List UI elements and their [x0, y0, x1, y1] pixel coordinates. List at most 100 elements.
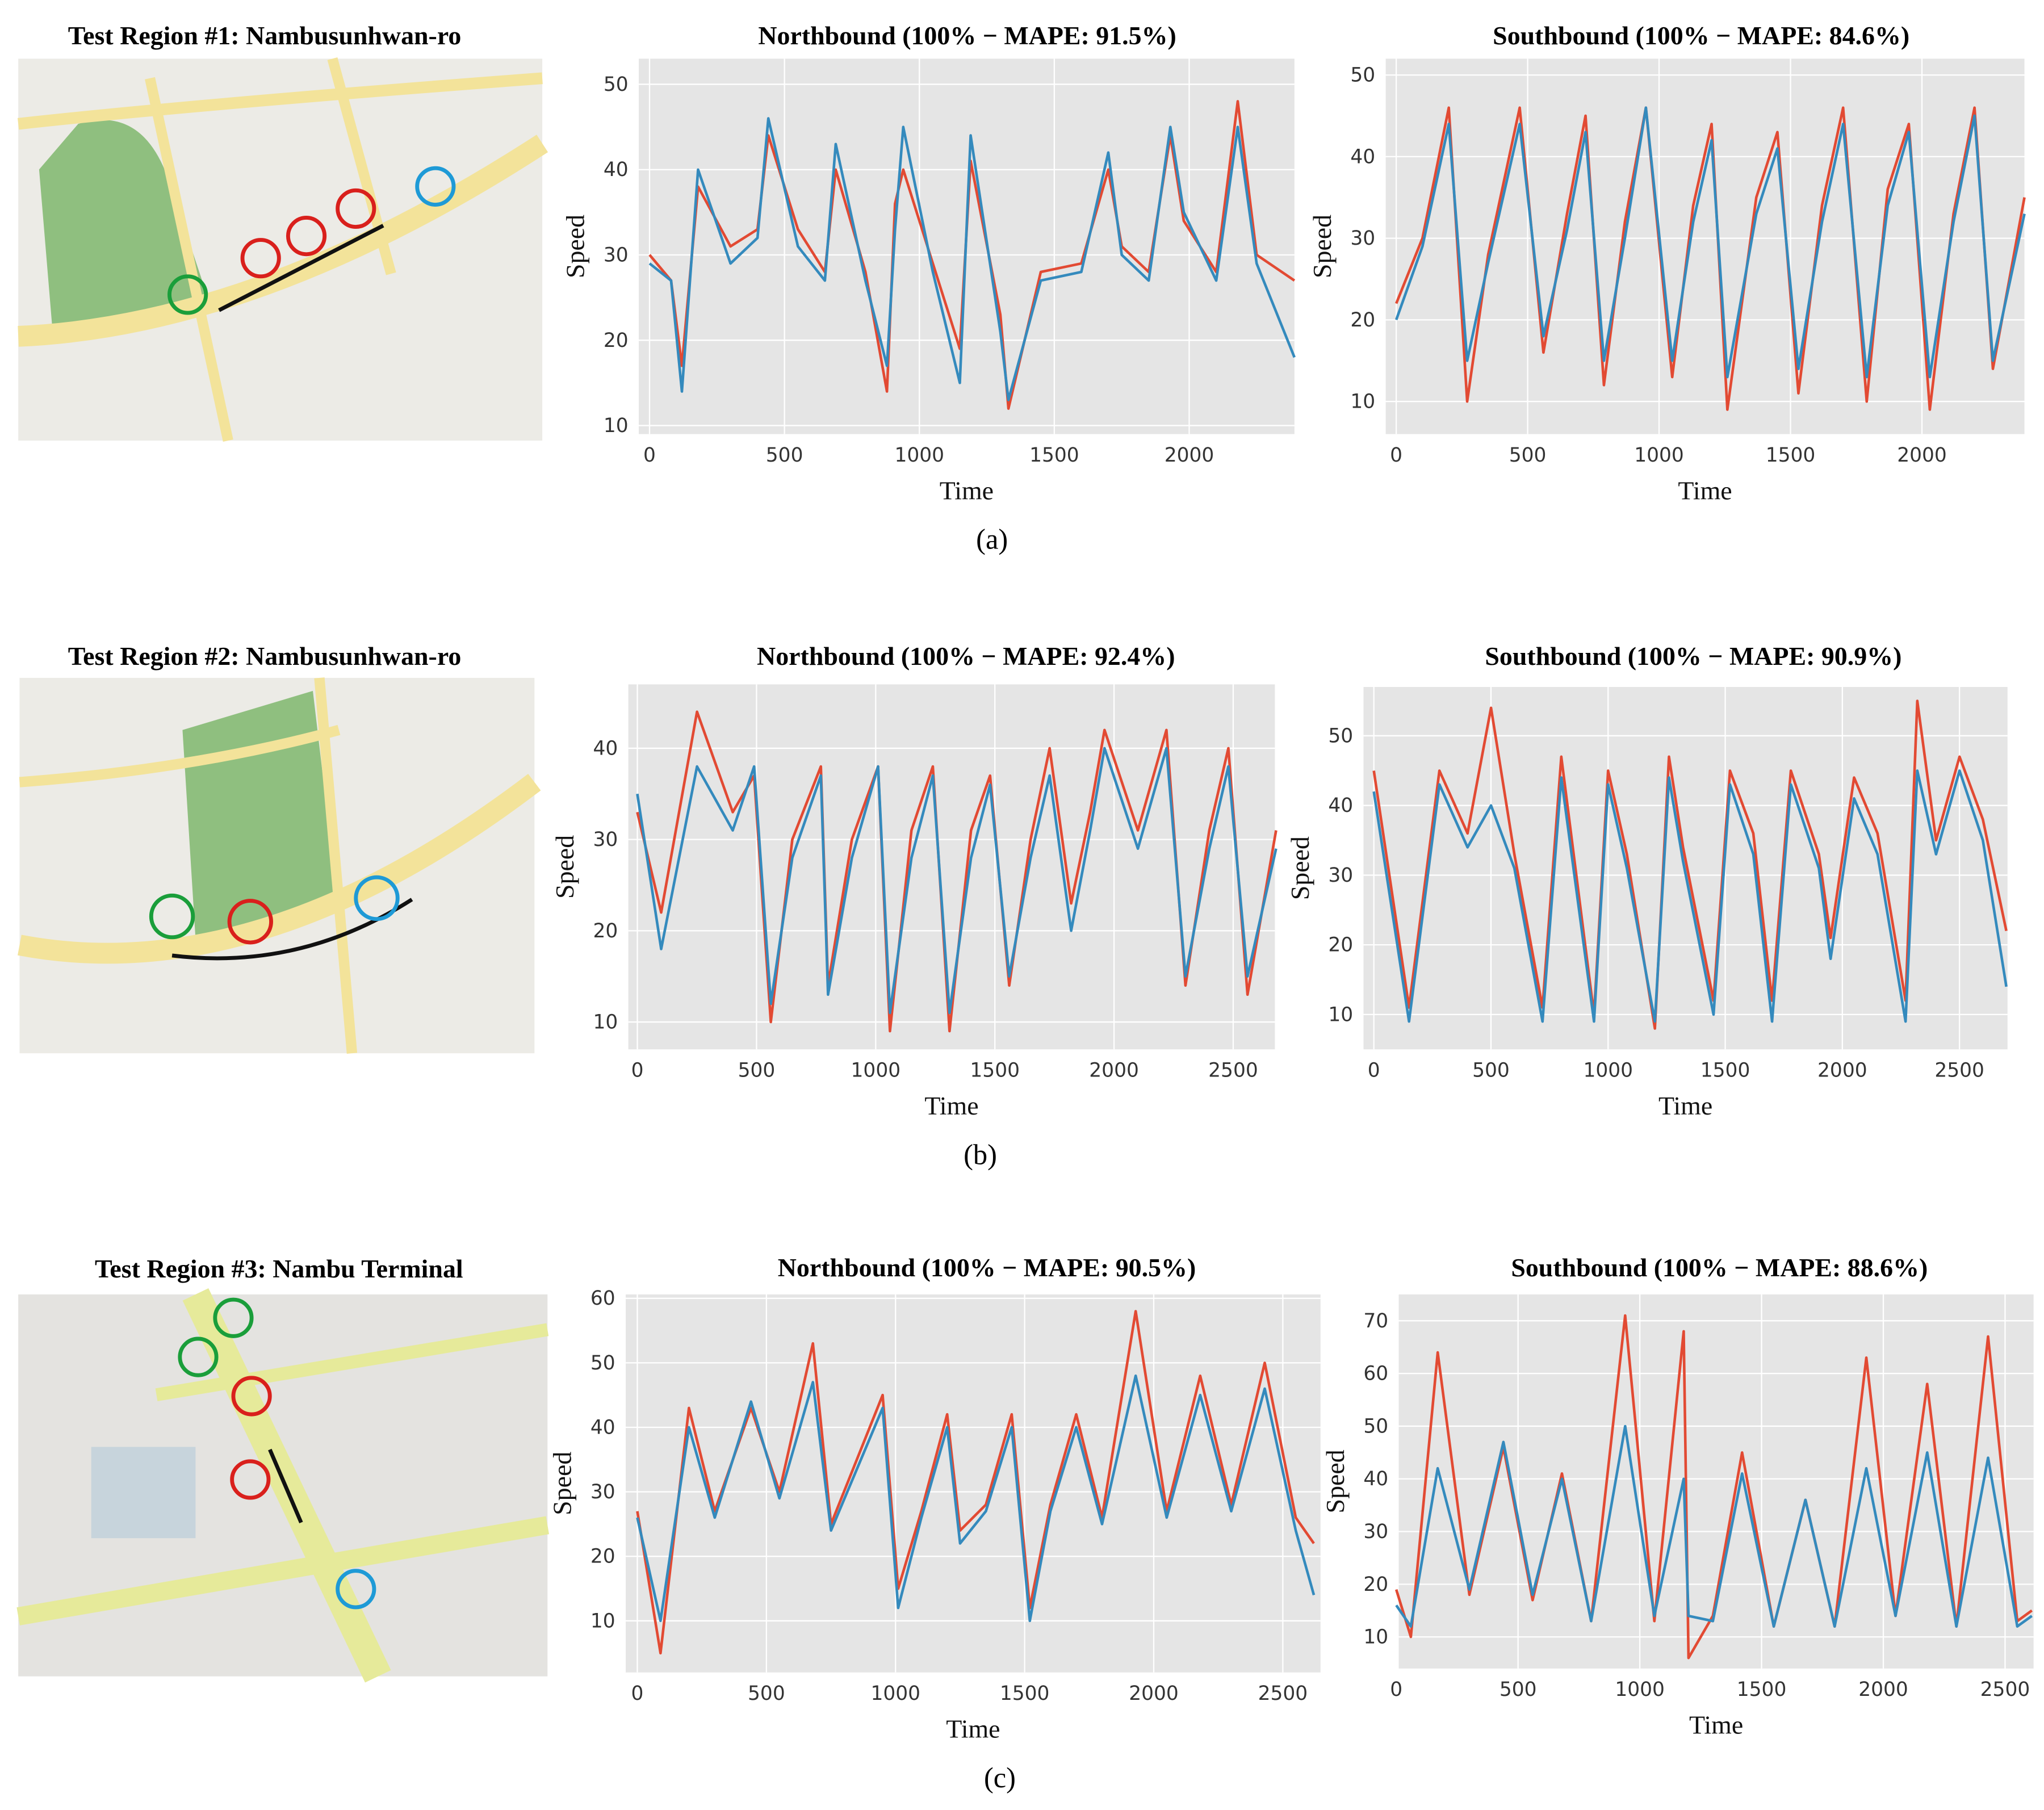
y-axis-label: Speed [1321, 1449, 1350, 1513]
chart-title: Northbound (100% − MAPE: 92.4%) [757, 642, 1175, 671]
x-tick-label: 2500 [1934, 1059, 1984, 1082]
x-tick-label: 2000 [1817, 1059, 1867, 1082]
y-tick-label: 40 [590, 1416, 615, 1439]
y-axis-label: Speed [548, 1452, 577, 1515]
x-tick-label: 1500 [1029, 444, 1079, 467]
x-tick-label: 1500 [970, 1059, 1020, 1082]
y-tick-label: 20 [593, 920, 618, 942]
x-tick-label: 500 [1472, 1059, 1510, 1082]
y-tick-label: 40 [593, 737, 618, 760]
map-title: Test Region #1: Nambusunhwan-ro [68, 21, 462, 50]
x-tick-label: 1500 [1700, 1059, 1750, 1082]
x-tick-label: 2000 [1165, 444, 1214, 467]
y-tick-label: 40 [1363, 1468, 1388, 1490]
y-tick-label: 50 [604, 73, 629, 96]
map [18, 57, 548, 442]
map-title: Test Region #2: Nambusunhwan-ro [68, 642, 462, 671]
x-tick-label: 500 [766, 444, 803, 467]
y-tick-label: 20 [1350, 309, 1375, 332]
series-line [648, 117, 1296, 401]
x-tick-label: 500 [748, 1682, 785, 1705]
y-axis-label: Speed [1285, 836, 1314, 900]
x-tick-label: 2500 [1258, 1682, 1308, 1705]
y-tick-label: 10 [1363, 1626, 1388, 1649]
map [18, 677, 541, 1054]
x-axis-label: Time [1678, 476, 1732, 505]
y-tick-label: 40 [604, 158, 629, 181]
x-tick-label: 0 [1390, 1678, 1402, 1701]
chart-title: Northbound (100% − MAPE: 91.5%) [758, 21, 1176, 50]
x-tick-label: 1500 [1766, 444, 1816, 467]
y-axis-label: Speed [561, 215, 590, 278]
x-tick-label: 2000 [1129, 1682, 1179, 1705]
y-tick-label: 10 [593, 1011, 618, 1034]
x-tick-label: 500 [1509, 444, 1547, 467]
y-tick-label: 60 [1363, 1363, 1388, 1385]
x-tick-label: 0 [643, 444, 656, 467]
caption: (b) [964, 1138, 997, 1170]
x-tick-label: 1000 [870, 1682, 920, 1705]
y-axis-label: Speed [550, 835, 579, 899]
x-tick-label: 2000 [1858, 1678, 1908, 1701]
x-tick-label: 2500 [1980, 1678, 2030, 1701]
x-tick-label: 1000 [851, 1059, 901, 1082]
x-tick-label: 1500 [1737, 1678, 1787, 1701]
y-tick-label: 30 [1350, 227, 1375, 250]
x-tick-label: 0 [1368, 1059, 1380, 1082]
x-tick-label: 0 [631, 1059, 644, 1082]
chart-title: Southbound (100% − MAPE: 90.9%) [1485, 642, 1901, 671]
y-tick-label: 50 [1328, 724, 1353, 747]
y-tick-label: 10 [590, 1610, 615, 1632]
y-tick-label: 40 [1350, 145, 1375, 168]
x-tick-label: 2500 [1208, 1059, 1258, 1082]
plot-area [626, 1294, 1321, 1673]
x-tick-label: 1500 [1000, 1682, 1050, 1705]
chart-title: Southbound (100% − MAPE: 88.6%) [1511, 1253, 1928, 1282]
series-line [636, 747, 1278, 1015]
caption: (a) [976, 523, 1008, 555]
x-axis-label: Time [940, 476, 994, 505]
y-tick-label: 50 [1350, 64, 1375, 87]
y-tick-label: 70 [1363, 1310, 1388, 1333]
y-tick-label: 40 [1328, 794, 1353, 817]
series-line [1395, 1424, 2033, 1628]
y-tick-label: 30 [593, 828, 618, 851]
series-line [648, 100, 1296, 410]
x-axis-label: Time [924, 1091, 978, 1120]
y-axis-label: Speed [1308, 215, 1337, 278]
y-tick-label: 20 [1363, 1573, 1388, 1596]
y-tick-label: 10 [1328, 1003, 1353, 1026]
map-title: Test Region #3: Nambu Terminal [95, 1254, 463, 1283]
x-tick-label: 1000 [1583, 1059, 1633, 1082]
y-tick-label: 20 [1328, 934, 1353, 957]
x-tick-label: 0 [1390, 444, 1402, 467]
series-line [1372, 769, 2008, 1023]
y-tick-label: 20 [604, 329, 629, 352]
y-tick-label: 10 [1350, 391, 1375, 413]
chart-title: Northbound (100% − MAPE: 90.5%) [778, 1253, 1196, 1282]
x-tick-label: 1000 [1634, 444, 1684, 467]
y-tick-label: 50 [590, 1352, 615, 1375]
x-axis-label: Time [946, 1715, 1000, 1744]
x-axis-label: Time [1658, 1091, 1712, 1120]
x-tick-label: 1000 [894, 444, 944, 467]
y-tick-label: 20 [590, 1545, 615, 1568]
y-tick-label: 50 [1363, 1415, 1388, 1438]
series-line [636, 1374, 1316, 1623]
x-tick-label: 0 [631, 1682, 644, 1705]
x-tick-label: 500 [1500, 1678, 1537, 1701]
x-tick-label: 500 [738, 1059, 776, 1082]
x-axis-label: Time [1689, 1711, 1743, 1740]
x-tick-label: 2000 [1897, 444, 1947, 467]
map [16, 1288, 550, 1683]
y-tick-label: 60 [590, 1287, 615, 1310]
y-tick-label: 30 [604, 244, 629, 266]
y-tick-label: 30 [1363, 1520, 1388, 1543]
x-tick-label: 1000 [1615, 1678, 1665, 1701]
y-tick-label: 10 [604, 414, 629, 437]
chart-title: Southbound (100% − MAPE: 84.6%) [1493, 21, 1909, 50]
y-tick-label: 30 [1328, 864, 1353, 887]
caption: (c) [984, 1762, 1016, 1794]
